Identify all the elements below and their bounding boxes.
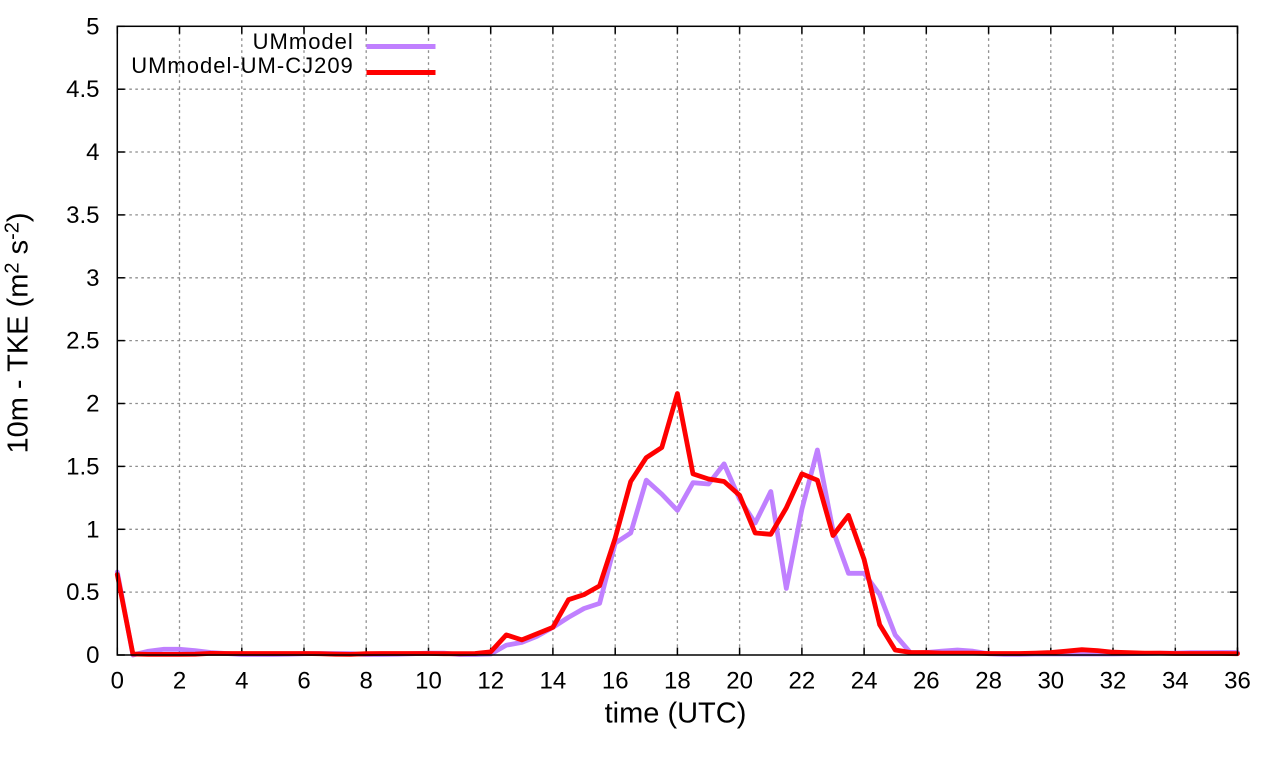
svg-text:UMmodel-UM-CJ209: UMmodel-UM-CJ209 [131,53,354,78]
svg-text:2.5: 2.5 [66,328,99,355]
svg-text:6: 6 [297,668,310,695]
svg-text:10: 10 [415,668,442,695]
svg-text:3.5: 3.5 [66,202,99,229]
svg-text:0: 0 [111,668,124,695]
svg-text:0.5: 0.5 [66,579,99,606]
svg-text:2: 2 [86,391,99,418]
svg-text:time (UTC): time (UTC) [605,698,747,730]
svg-text:1.5: 1.5 [66,453,99,480]
svg-text:20: 20 [726,668,753,695]
svg-text:2: 2 [173,668,186,695]
svg-text:24: 24 [851,668,878,695]
svg-text:12: 12 [477,668,504,695]
svg-text:26: 26 [913,668,940,695]
svg-text:10m - TKE (m2 s-2): 10m - TKE (m2 s-2) [2,212,35,453]
svg-text:1: 1 [86,516,99,543]
svg-text:16: 16 [602,668,629,695]
svg-text:4.5: 4.5 [66,76,99,103]
svg-text:28: 28 [975,668,1002,695]
svg-text:34: 34 [1162,668,1189,695]
svg-text:0: 0 [86,642,99,669]
svg-text:4: 4 [86,139,99,166]
svg-text:22: 22 [789,668,816,695]
svg-text:5: 5 [86,13,99,40]
svg-text:UMmodel: UMmodel [253,29,354,54]
svg-text:8: 8 [360,668,373,695]
svg-text:30: 30 [1037,668,1064,695]
svg-text:36: 36 [1224,668,1251,695]
svg-text:4: 4 [235,668,248,695]
svg-text:18: 18 [664,668,691,695]
svg-text:3: 3 [86,265,99,292]
svg-text:14: 14 [540,668,567,695]
svg-text:32: 32 [1100,668,1127,695]
